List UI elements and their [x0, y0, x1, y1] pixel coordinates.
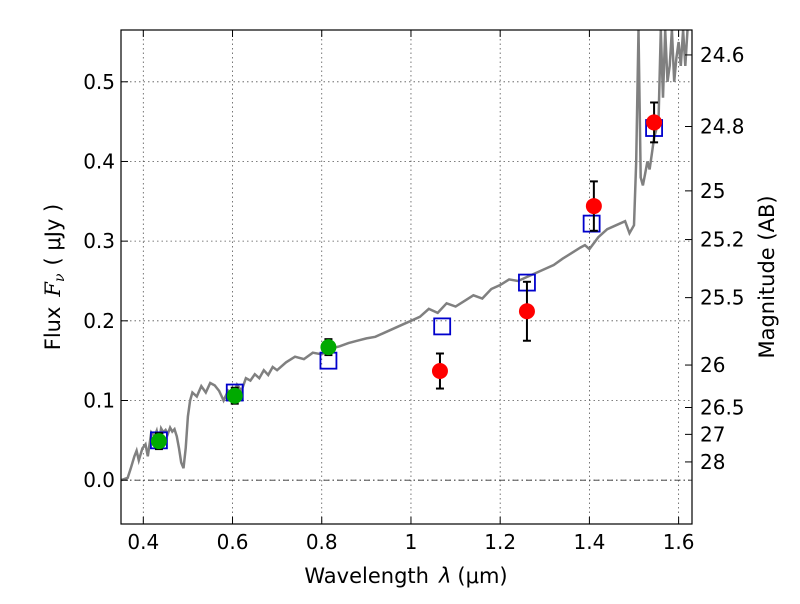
- y2-tick-label: 26: [700, 353, 725, 377]
- y-axis-label: FluxFν( μJy ): [41, 204, 68, 350]
- x-tick-label: 1.6: [663, 530, 695, 554]
- grid: [121, 30, 692, 524]
- x-tick-label: 0.6: [217, 530, 249, 554]
- y-tick-label: 0.1: [83, 389, 115, 413]
- model-square-marker: [433, 317, 452, 336]
- observed-point: [585, 198, 602, 215]
- x-axis-ticks: 0.4 0.6 0.8 1 1.2 1.4 1.6: [127, 30, 695, 554]
- x-axis-label: Wavelength λ (μm): [304, 564, 507, 588]
- y-tick-label: 0.2: [83, 309, 115, 333]
- y2-tick-label: 25.2: [700, 228, 745, 252]
- x-tick-label: 1: [405, 530, 418, 554]
- y-tick-label: 0.5: [83, 70, 115, 94]
- observed-point: [150, 433, 167, 450]
- observed-points: [150, 101, 663, 451]
- y2-tick-label: 27: [700, 422, 725, 446]
- plot-frame: [120, 29, 693, 525]
- y2-axis-label: Magnitude (AB): [755, 195, 779, 358]
- x-tick-label: 0.4: [127, 530, 159, 554]
- y2-tick-label: 25: [700, 179, 725, 203]
- x-tick-label: 1.2: [484, 530, 516, 554]
- plot-area: [121, 30, 689, 482]
- model-sed-line: [121, 30, 689, 482]
- observed-point: [518, 303, 535, 320]
- observed-point: [431, 363, 448, 380]
- y2-axis-ticks: 24.6 24.8 25 25.2 25.5 26 26.527 28: [685, 43, 745, 474]
- x-tick-label: 0.8: [306, 530, 338, 554]
- model-square-marker: [582, 214, 601, 233]
- y2-tick-label: 24.6: [700, 43, 745, 67]
- y-tick-label: 0.4: [83, 149, 115, 173]
- observed-point: [320, 339, 337, 356]
- observed-point: [646, 114, 663, 131]
- observed-point: [226, 387, 243, 404]
- y2-tick-label: 28: [700, 450, 725, 474]
- y-axis-ticks: 0.0 0.1 0.2 0.3 0.4 0.5: [83, 70, 128, 492]
- y2-tick-label: 24.8: [700, 114, 745, 138]
- y-tick-label: 0.3: [83, 229, 115, 253]
- y-tick-label: 0.0: [83, 468, 115, 492]
- x-tick-label: 1.4: [573, 530, 605, 554]
- y2-tick-label: 25.5: [700, 286, 745, 310]
- y2-tick-label: 26.5: [700, 396, 745, 420]
